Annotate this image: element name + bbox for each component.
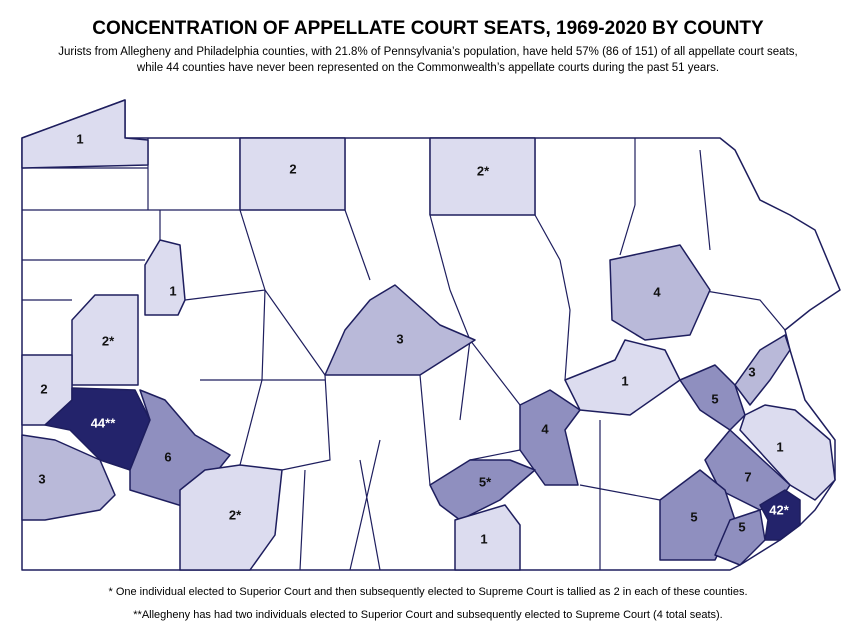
subtitle: while 44 counties have never been repres…	[136, 62, 719, 74]
county-label: 5	[711, 391, 718, 406]
county-label: 1	[480, 531, 487, 546]
county-label: 2*	[102, 333, 115, 348]
county-label: 4	[653, 284, 661, 299]
footnote: **Allegheny has had two individuals elec…	[133, 609, 722, 621]
county-label: 7	[744, 469, 751, 484]
county-label: 6	[164, 449, 171, 464]
county-label: 4	[541, 421, 549, 436]
county	[739, 404, 836, 501]
county-label: 1	[776, 439, 783, 454]
county-label: 2*	[477, 163, 490, 178]
county-label: 2*	[229, 507, 242, 522]
county	[714, 509, 766, 566]
county	[759, 489, 801, 541]
subtitle: Jurists from Allegheny and Philadelphia …	[58, 46, 797, 58]
county-label: 2	[40, 381, 47, 396]
county-label: 44**	[91, 415, 117, 430]
footnote: * One individual elected to Superior Cou…	[109, 586, 748, 598]
county	[609, 244, 711, 341]
county-label: 5	[738, 519, 745, 534]
county-label: 1	[621, 373, 628, 388]
county-label: 3	[396, 331, 403, 346]
county-label: 5*	[479, 474, 492, 489]
county	[734, 334, 791, 406]
county	[429, 137, 536, 216]
county-label: 1	[169, 283, 176, 298]
county	[21, 99, 149, 169]
county	[324, 284, 476, 376]
county	[144, 239, 186, 316]
county-label: 2	[289, 161, 296, 176]
county-label: 1	[76, 131, 83, 146]
title: CONCENTRATION OF APPELLATE COURT SEATS, …	[92, 18, 764, 39]
county	[454, 504, 521, 571]
footnotes: * One individual elected to Superior Cou…	[109, 586, 748, 621]
county	[179, 464, 283, 571]
county-label: 42*	[769, 502, 789, 517]
county-label: 3	[748, 364, 755, 379]
county	[21, 434, 116, 521]
county	[239, 137, 346, 211]
county	[564, 339, 681, 416]
county	[429, 459, 536, 521]
county-label: 3	[38, 471, 45, 486]
county-label: 5	[690, 509, 697, 524]
county	[519, 389, 581, 486]
